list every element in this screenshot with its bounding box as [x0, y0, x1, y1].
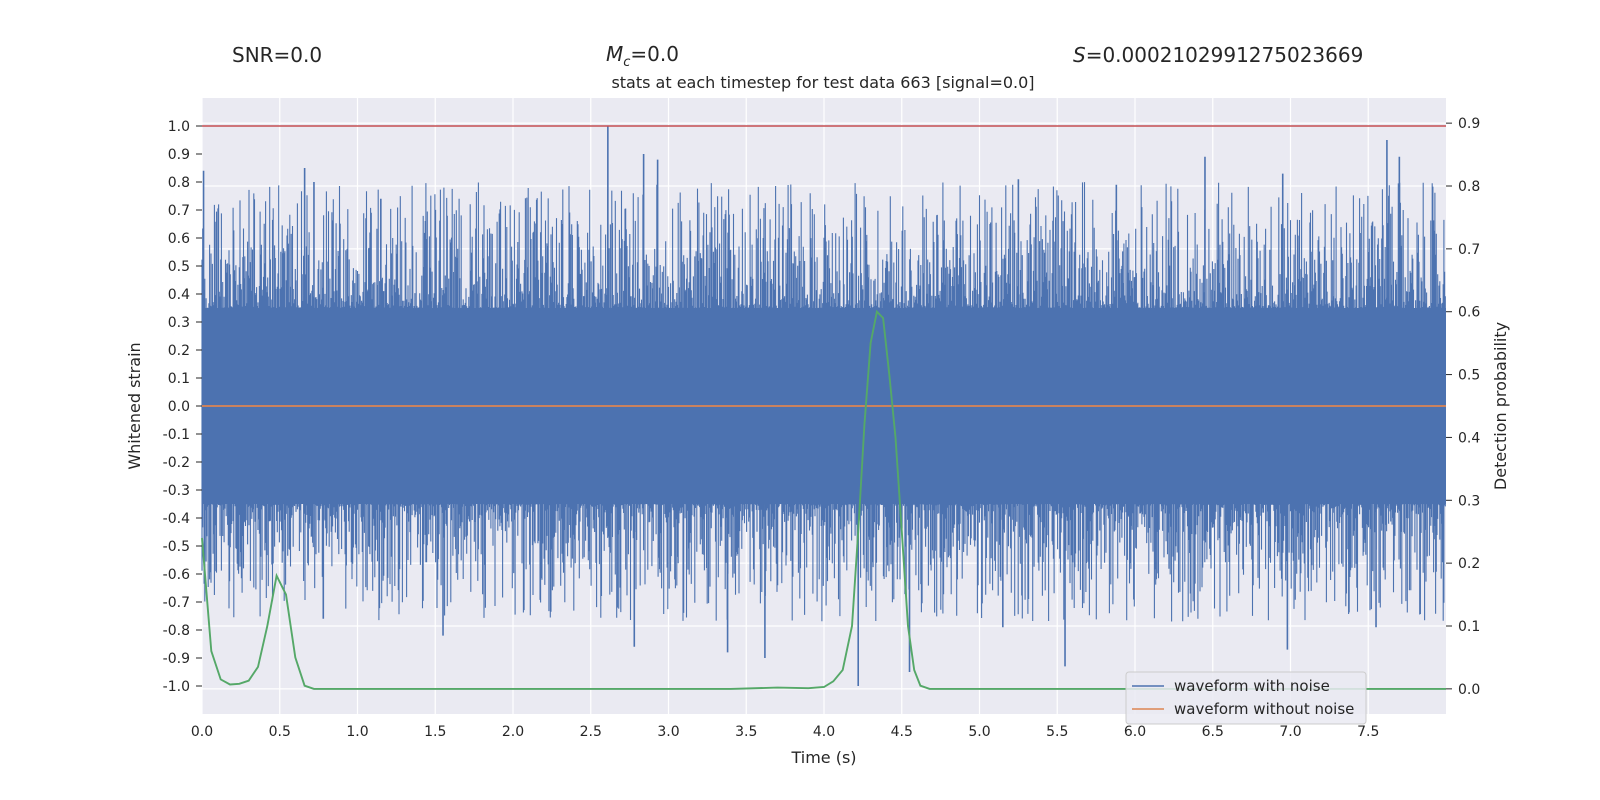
- y-right-tick-label: 0.0: [1458, 682, 1480, 698]
- y-left-tick-label: 0.8: [168, 175, 190, 191]
- chart-title: stats at each timestep for test data 663…: [611, 73, 1034, 92]
- mc-value: =0.0: [630, 42, 679, 66]
- y-right-tick-label: 0.3: [1458, 493, 1480, 509]
- y-right-tick-label: 0.9: [1458, 116, 1480, 132]
- detection-probability-series: [201, 309, 1446, 690]
- x-tick-label: 6.5: [1202, 724, 1224, 740]
- y-left-tick-label: -0.1: [163, 427, 190, 443]
- y-left-tick-label: -0.9: [163, 651, 190, 667]
- y-right-tick-label: 0.8: [1458, 179, 1480, 195]
- y-right-tick-label: 0.5: [1458, 368, 1480, 384]
- y-axis-left-ticks: 1.0 0.9 0.8 0.7 0.6 0.5 0.4 0.3 0.2 0.1 0.0 -0.1 -0.…: [163, 119, 202, 695]
- x-tick-label: 0.0: [191, 724, 213, 740]
- legend-item-clean: waveform without noise: [1174, 700, 1354, 718]
- x-tick-label: 4.5: [891, 724, 913, 740]
- y-left-tick-label: 0.0: [168, 399, 190, 415]
- y-left-tick-label: 0.5: [168, 259, 190, 275]
- x-tick-label: 3.5: [735, 724, 757, 740]
- x-tick-label: 6.0: [1124, 724, 1146, 740]
- y-left-tick-label: 0.3: [168, 315, 190, 331]
- x-tick-label: 5.5: [1046, 724, 1068, 740]
- y-right-tick-label: 0.4: [1458, 430, 1480, 446]
- mc-symbol: M: [606, 42, 623, 66]
- y-right-tick-label: 0.2: [1458, 556, 1480, 572]
- snr-value: SNR=0.0: [232, 43, 322, 67]
- y-left-tick-label: 0.6: [168, 231, 190, 247]
- x-tick-label: 7.0: [1279, 724, 1301, 740]
- x-tick-label: 3.0: [657, 724, 679, 740]
- mc-label: Mc=0.0: [606, 42, 679, 70]
- x-tick-label: 0.5: [269, 724, 291, 740]
- x-tick-label: 4.0: [813, 724, 835, 740]
- y-left-tick-label: -0.7: [163, 595, 190, 611]
- y-left-tick-label: 1.0: [168, 119, 190, 135]
- x-tick-label: 2.0: [502, 724, 524, 740]
- y-right-tick-label: 0.7: [1458, 242, 1480, 258]
- y-left-tick-label: 0.7: [168, 203, 190, 219]
- y-left-tick-label: 0.9: [168, 147, 190, 163]
- legend: waveform with noise waveform without noi…: [1125, 671, 1367, 725]
- y-left-tick-label: -0.8: [163, 623, 190, 639]
- y-axis-right-label: Detection probability: [1491, 322, 1510, 490]
- mc-subscript: c: [623, 55, 630, 70]
- x-tick-label: 5.0: [968, 724, 990, 740]
- y-left-tick-label: 0.1: [168, 371, 190, 387]
- y-right-tick-label: 0.6: [1458, 305, 1480, 321]
- y-left-tick-label: -0.5: [163, 539, 190, 555]
- probability-line: [201, 309, 1446, 690]
- y-right-tick-label: 0.1: [1458, 619, 1480, 635]
- y-left-tick-label: -0.2: [163, 455, 190, 471]
- x-tick-label: 7.5: [1357, 724, 1379, 740]
- legend-box: [1125, 671, 1367, 725]
- x-tick-label: 2.5: [580, 724, 602, 740]
- y-left-tick-label: -0.4: [163, 511, 190, 527]
- y-axis-right-ticks: 0.9 0.8 0.7 0.6 0.5 0.4 0.3 0.2 0.1 0.0: [1446, 116, 1480, 698]
- y-left-tick-label: -0.3: [163, 483, 190, 499]
- noise-spikes: [201, 182, 1446, 622]
- legend-item-noise: waveform with noise: [1174, 677, 1330, 695]
- x-axis-label: Time (s): [790, 748, 856, 767]
- s-symbol: S: [1073, 43, 1086, 67]
- y-left-tick-label: 0.4: [168, 287, 190, 303]
- x-tick-label: 1.0: [346, 724, 368, 740]
- x-tick-label: 1.5: [424, 724, 446, 740]
- s-value: =0.0002102991275023669: [1086, 43, 1364, 67]
- y-axis-left-label: Whitened strain: [125, 342, 144, 469]
- y-left-tick-label: 0.2: [168, 343, 190, 359]
- y-left-tick-label: -1.0: [163, 679, 190, 695]
- y-left-tick-label: -0.6: [163, 567, 190, 583]
- s-label: S=0.0002102991275023669: [1073, 43, 1363, 67]
- x-axis-ticks: 0.0 0.5 1.0 1.5 2.0 2.5 3.0 3.5 4.0 4.5 5.0 5.5 6.0 6…: [191, 724, 1380, 740]
